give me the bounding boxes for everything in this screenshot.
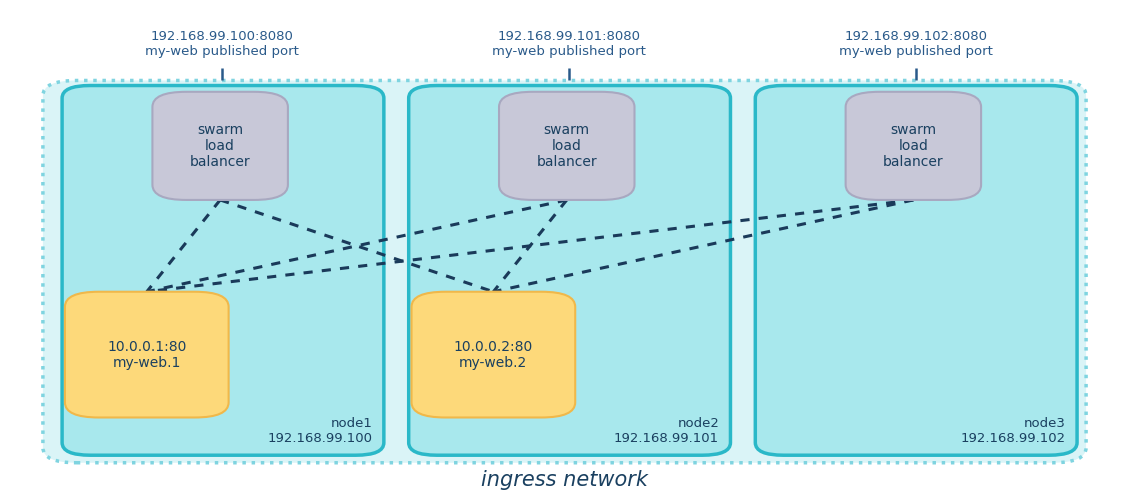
FancyBboxPatch shape [411, 292, 575, 417]
FancyBboxPatch shape [755, 86, 1077, 455]
Text: 192.168.99.102:8080
my-web published port: 192.168.99.102:8080 my-web published por… [839, 30, 992, 58]
Text: swarm
load
balancer: swarm load balancer [883, 123, 944, 169]
Text: 10.0.0.1:80
my-web.1: 10.0.0.1:80 my-web.1 [107, 340, 186, 370]
FancyBboxPatch shape [409, 86, 730, 455]
Text: 10.0.0.2:80
my-web.2: 10.0.0.2:80 my-web.2 [454, 340, 533, 370]
FancyBboxPatch shape [846, 92, 981, 200]
FancyBboxPatch shape [152, 92, 288, 200]
Text: ingress network: ingress network [481, 470, 648, 490]
Text: node3
192.168.99.102: node3 192.168.99.102 [961, 417, 1066, 445]
FancyBboxPatch shape [62, 86, 384, 455]
Text: 192.168.99.100:8080
my-web published port: 192.168.99.100:8080 my-web published por… [146, 30, 299, 58]
Text: node1
192.168.99.100: node1 192.168.99.100 [268, 417, 373, 445]
FancyBboxPatch shape [43, 80, 1086, 463]
FancyBboxPatch shape [499, 92, 634, 200]
Text: swarm
load
balancer: swarm load balancer [536, 123, 597, 169]
Text: swarm
load
balancer: swarm load balancer [190, 123, 251, 169]
Text: node2
192.168.99.101: node2 192.168.99.101 [614, 417, 719, 445]
Text: 192.168.99.101:8080
my-web published port: 192.168.99.101:8080 my-web published por… [492, 30, 646, 58]
FancyBboxPatch shape [65, 292, 228, 417]
